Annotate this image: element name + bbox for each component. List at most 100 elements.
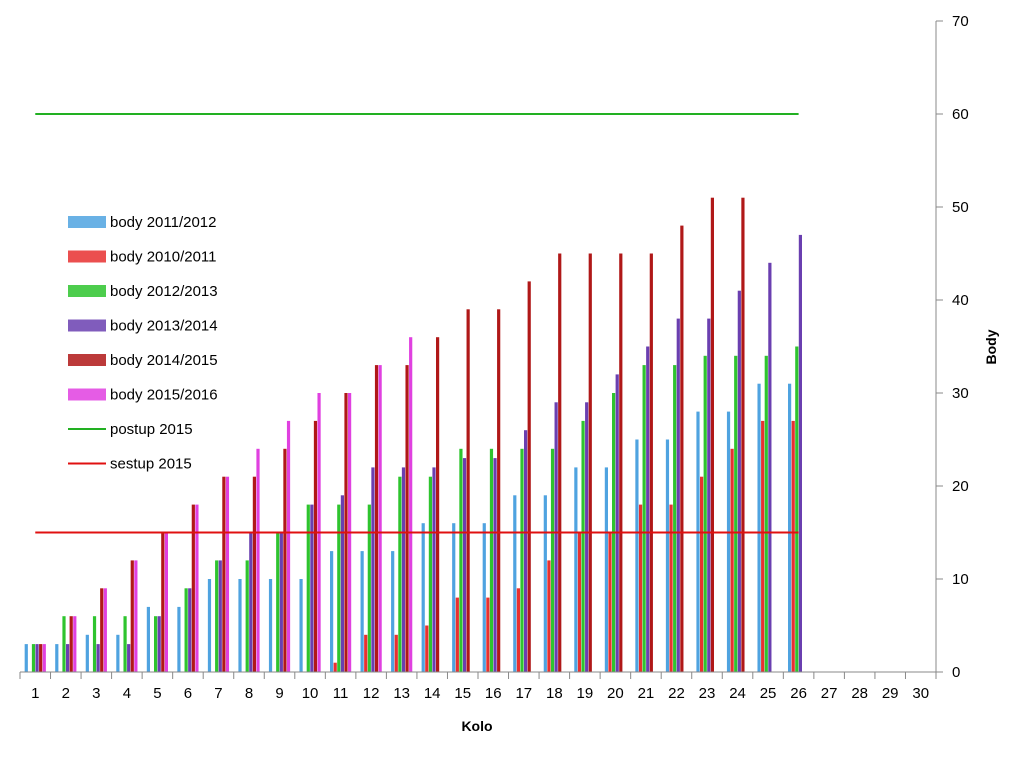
x-tick-label: 16 <box>485 685 502 702</box>
x-tick-label: 21 <box>638 685 655 702</box>
bar-body-2010-2011-kolo-14 <box>425 625 429 672</box>
bar-body-2014-2015-kolo-8 <box>252 476 256 672</box>
bar-body-2010-2011-kolo-11 <box>333 662 337 672</box>
x-tick-label: 17 <box>515 685 532 702</box>
bar-body-2015-2016-kolo-3 <box>103 588 107 672</box>
x-tick-label: 22 <box>668 685 685 702</box>
legend-swatch <box>68 388 106 401</box>
legend-label: body 2015/2016 <box>110 387 218 404</box>
bar-body-2014-2015-kolo-9 <box>283 448 287 672</box>
y-tick-label: 40 <box>952 292 969 309</box>
bar-body-2011-2012-kolo-5 <box>146 606 150 672</box>
bar-body-2012-2013-kolo-26 <box>795 346 799 672</box>
bar-body-2014-2015-kolo-19 <box>588 253 592 672</box>
bar-body-2010-2011-kolo-13 <box>394 634 398 672</box>
bar-body-2012-2013-kolo-5 <box>154 616 158 672</box>
bar-body-2013-2014-kolo-6 <box>188 588 192 672</box>
legend-label: body 2014/2015 <box>110 352 218 369</box>
bar-body-2011-2012-kolo-6 <box>177 606 181 672</box>
legend-label: body 2013/2014 <box>110 318 218 335</box>
bar-body-2014-2015-kolo-13 <box>405 365 409 672</box>
bar-body-2013-2014-kolo-12 <box>371 467 375 672</box>
bar-body-2010-2011-kolo-22 <box>669 504 673 672</box>
x-tick-label: 13 <box>393 685 410 702</box>
legend-label: body 2012/2013 <box>110 283 218 300</box>
bar-body-2012-2013-kolo-18 <box>550 448 555 672</box>
x-tick-label: 12 <box>363 685 380 702</box>
bar-body-2010-2011-kolo-26 <box>791 420 795 672</box>
bar-body-2011-2012-kolo-1 <box>24 644 28 672</box>
bar-body-2013-2014-kolo-25 <box>768 262 772 672</box>
legend-label: body 2010/2011 <box>110 249 217 266</box>
bar-body-2012-2013-kolo-24 <box>734 355 738 672</box>
lines-layer <box>35 113 799 534</box>
bar-body-2013-2014-kolo-1 <box>35 644 39 672</box>
y-tick-label: 50 <box>952 199 969 216</box>
x-tick-label: 26 <box>790 685 807 702</box>
bar-body-2015-2016-kolo-6 <box>195 504 199 672</box>
bar-body-2012-2013-kolo-14 <box>428 476 432 672</box>
bar-body-2010-2011-kolo-17 <box>516 588 520 672</box>
y-tick-label: 30 <box>952 385 969 402</box>
bar-body-2012-2013-kolo-11 <box>337 504 341 672</box>
y-tick-label: 10 <box>952 571 969 588</box>
bar-body-2012-2013-kolo-1 <box>31 644 36 672</box>
bar-body-2012-2013-kolo-21 <box>642 365 646 672</box>
x-tick-label: 14 <box>424 685 441 702</box>
bar-body-2014-2015-kolo-18 <box>558 253 562 672</box>
bar-body-2011-2012-kolo-9 <box>268 579 273 672</box>
legend-swatch <box>68 319 106 332</box>
bar-body-2011-2012-kolo-17 <box>513 495 517 672</box>
bar-body-2013-2014-kolo-11 <box>340 495 344 672</box>
bar-body-2013-2014-kolo-18 <box>554 402 558 672</box>
bar-body-2015-2016-kolo-8 <box>256 448 260 672</box>
x-tick-label: 1 <box>31 685 39 702</box>
x-tick-label: 25 <box>760 685 777 702</box>
axes-layer <box>20 21 937 673</box>
x-tick-label: 29 <box>882 685 899 702</box>
bar-body-2014-2015-kolo-22 <box>680 225 684 672</box>
y-tick-label: 70 <box>952 13 969 30</box>
bar-body-2011-2012-kolo-24 <box>726 411 731 672</box>
bar-body-2012-2013-kolo-3 <box>92 616 97 672</box>
bar-body-2014-2015-kolo-23 <box>710 197 714 672</box>
bar-body-2011-2012-kolo-10 <box>299 579 303 672</box>
bar-body-2015-2016-kolo-4 <box>134 560 138 672</box>
x-tick-label: 11 <box>333 685 349 702</box>
bar-body-2013-2014-kolo-10 <box>310 504 314 672</box>
bar-body-2014-2015-kolo-15 <box>466 309 470 672</box>
bar-body-2013-2014-kolo-8 <box>249 532 253 672</box>
bar-body-2010-2011-kolo-25 <box>761 420 765 672</box>
bar-body-2012-2013-kolo-9 <box>276 532 280 672</box>
bar-body-2010-2011-kolo-12 <box>364 634 368 672</box>
bar-body-2011-2012-kolo-18 <box>543 495 547 672</box>
y-ticks-layer: 0 10 20 30 40 50 60 70 <box>936 13 969 681</box>
bar-body-2014-2015-kolo-5 <box>161 532 165 672</box>
bar-body-2012-2013-kolo-2 <box>62 616 66 672</box>
bar-body-2013-2014-kolo-15 <box>462 458 467 672</box>
bar-body-2012-2013-kolo-13 <box>398 476 402 672</box>
legend-swatch <box>68 285 106 297</box>
bar-body-2014-2015-kolo-7 <box>222 476 226 672</box>
bar-body-2013-2014-kolo-19 <box>585 402 589 672</box>
bar-body-2011-2012-kolo-12 <box>360 551 364 672</box>
x-ticks-layer: 1 2 3 4 5 6 7 8 9 10 11 12 13 14 15 16 17 18 19 20 21 22 23 24 2… <box>19 672 937 702</box>
bar-body-2014-2015-kolo-3 <box>100 588 104 672</box>
x-tick-label: 3 <box>92 685 100 702</box>
bar-body-2011-2012-kolo-26 <box>788 383 792 672</box>
bar-body-2014-2015-kolo-1 <box>39 644 43 672</box>
legend-label: body 2011/2012 <box>110 214 217 231</box>
bar-body-2011-2012-kolo-3 <box>85 634 89 672</box>
bar-body-2010-2011-kolo-23 <box>700 476 704 672</box>
bar-body-2012-2013-kolo-23 <box>703 355 707 672</box>
bar-body-2012-2013-kolo-15 <box>459 448 463 672</box>
bar-body-2011-2012-kolo-7 <box>207 579 212 672</box>
bar-body-2010-2011-kolo-20 <box>608 532 612 672</box>
x-tick-label: 24 <box>729 685 746 702</box>
bar-body-2013-2014-kolo-17 <box>524 430 528 672</box>
bar-body-2012-2013-kolo-12 <box>367 504 371 672</box>
bar-body-2014-2015-kolo-14 <box>436 337 440 672</box>
bar-body-2012-2013-kolo-8 <box>245 560 249 672</box>
